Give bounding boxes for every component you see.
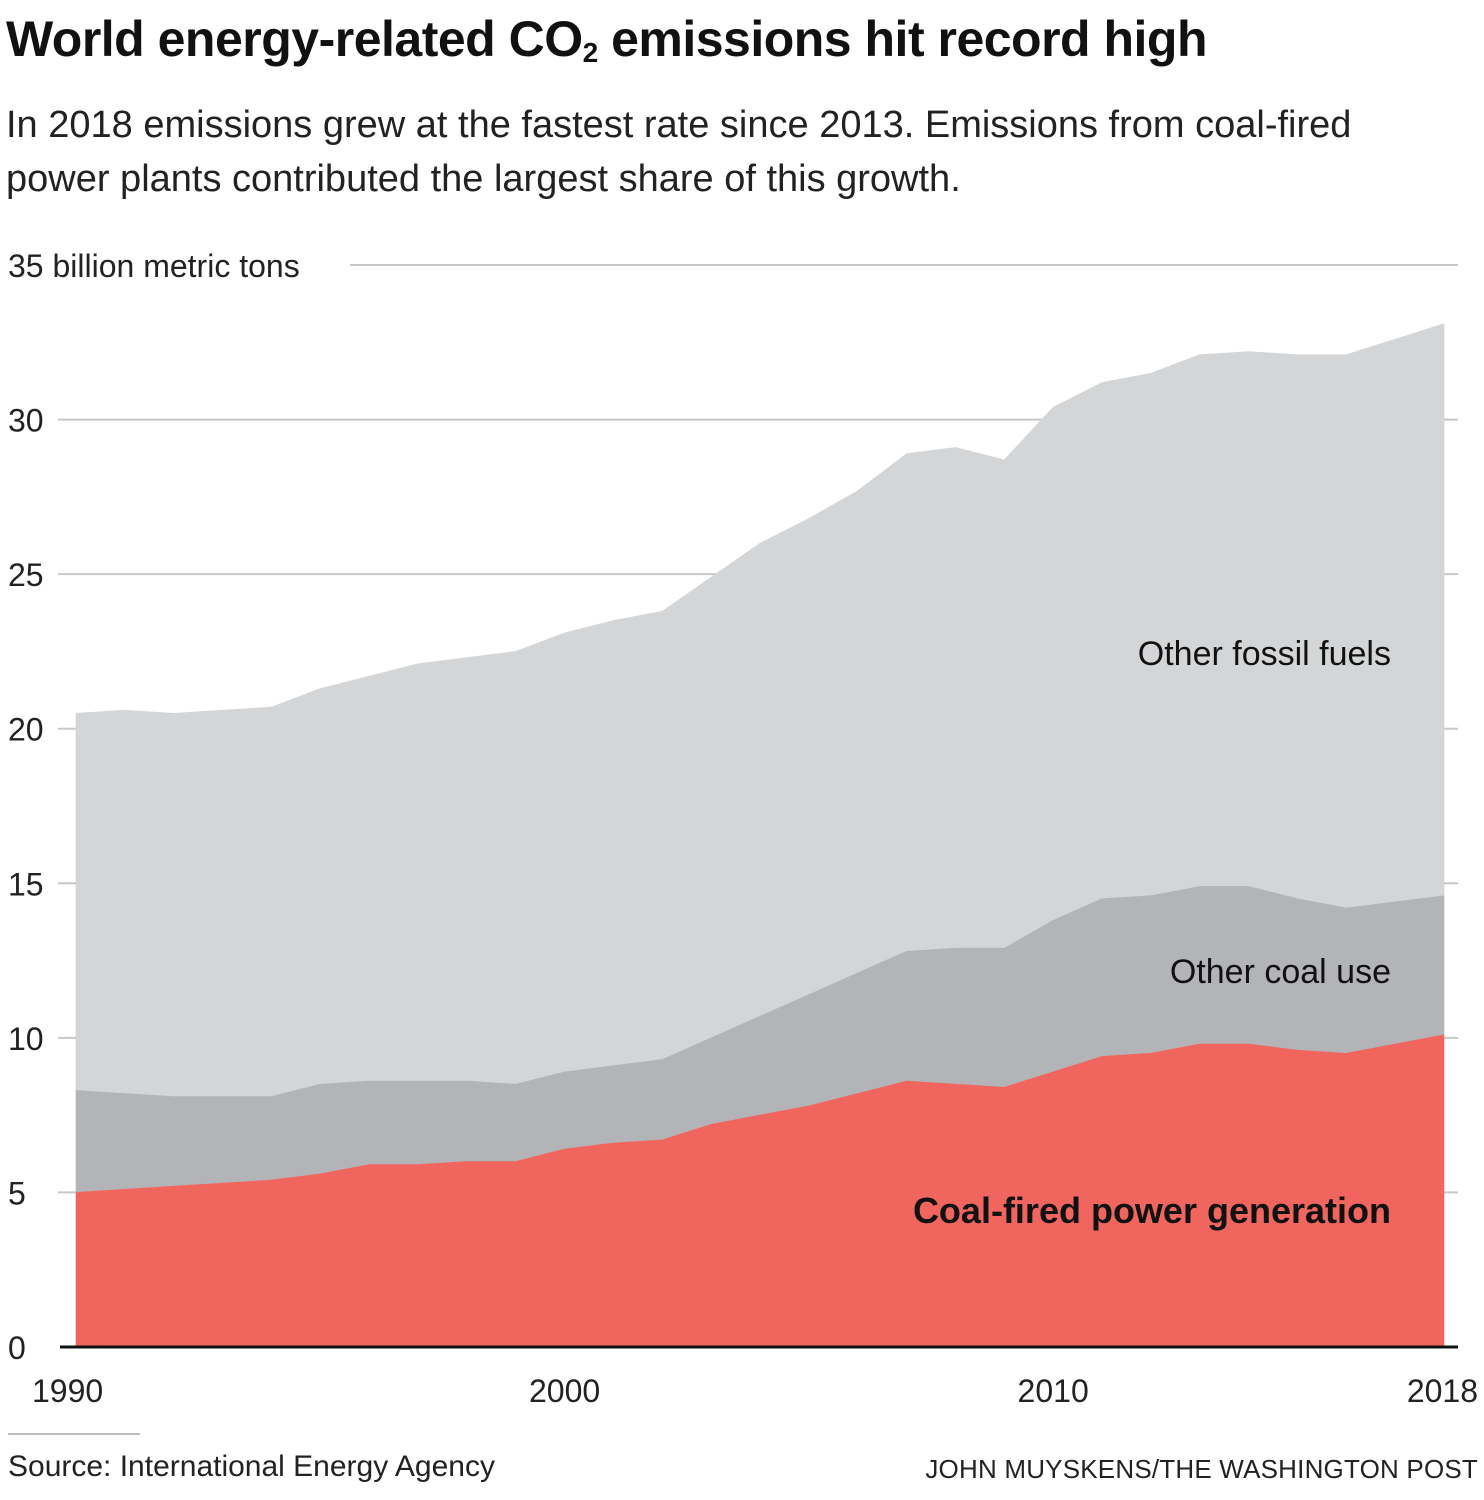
- y-tick-label: 5: [8, 1175, 26, 1211]
- y-tick-label: 15: [8, 866, 44, 902]
- chart-title: World energy-related CO2 emissions hit r…: [6, 10, 1208, 69]
- chart-subtitle: In 2018 emissions grew at the fastest ra…: [6, 104, 1352, 200]
- footer-divider: [8, 1433, 140, 1435]
- x-tick-label: 2018: [1407, 1373, 1478, 1409]
- x-tick-label: 2000: [529, 1373, 600, 1409]
- source-note: Source: International Energy Agency: [8, 1450, 495, 1483]
- y-tick-label: 20: [8, 712, 44, 748]
- title-text: World energy-related CO: [6, 11, 583, 67]
- y-axis-ticks: 0 5 10 15 20 25 30 35 billion metric tons: [8, 248, 300, 1366]
- x-tick-label: 2010: [1018, 1373, 1089, 1409]
- x-tick-label: 1990: [32, 1373, 103, 1409]
- y-tick-label: 0: [8, 1330, 26, 1366]
- title-text-end: emissions hit record high: [597, 11, 1208, 67]
- label-other-fossil-fuels: Other fossil fuels: [1138, 635, 1391, 673]
- title-subscript: 2: [582, 37, 599, 68]
- series-labels: Coal-fired power generation Other coal us…: [913, 635, 1391, 1231]
- y-tick-label: 35 billion metric tons: [8, 248, 300, 284]
- x-axis-ticks: 1990 2000 2010 2018: [32, 1373, 1478, 1409]
- y-tick-label: 30: [8, 403, 44, 439]
- y-tick-label: 10: [8, 1021, 44, 1057]
- areas: [75, 323, 1445, 1348]
- credit-line: JOHN MUYSKENS/THE WASHINGTON POST: [925, 1454, 1478, 1484]
- label-other-coal-use: Other coal use: [1170, 953, 1391, 991]
- y-tick-label: 25: [8, 557, 44, 593]
- label-coal-fired-power: Coal-fired power generation: [913, 1190, 1391, 1231]
